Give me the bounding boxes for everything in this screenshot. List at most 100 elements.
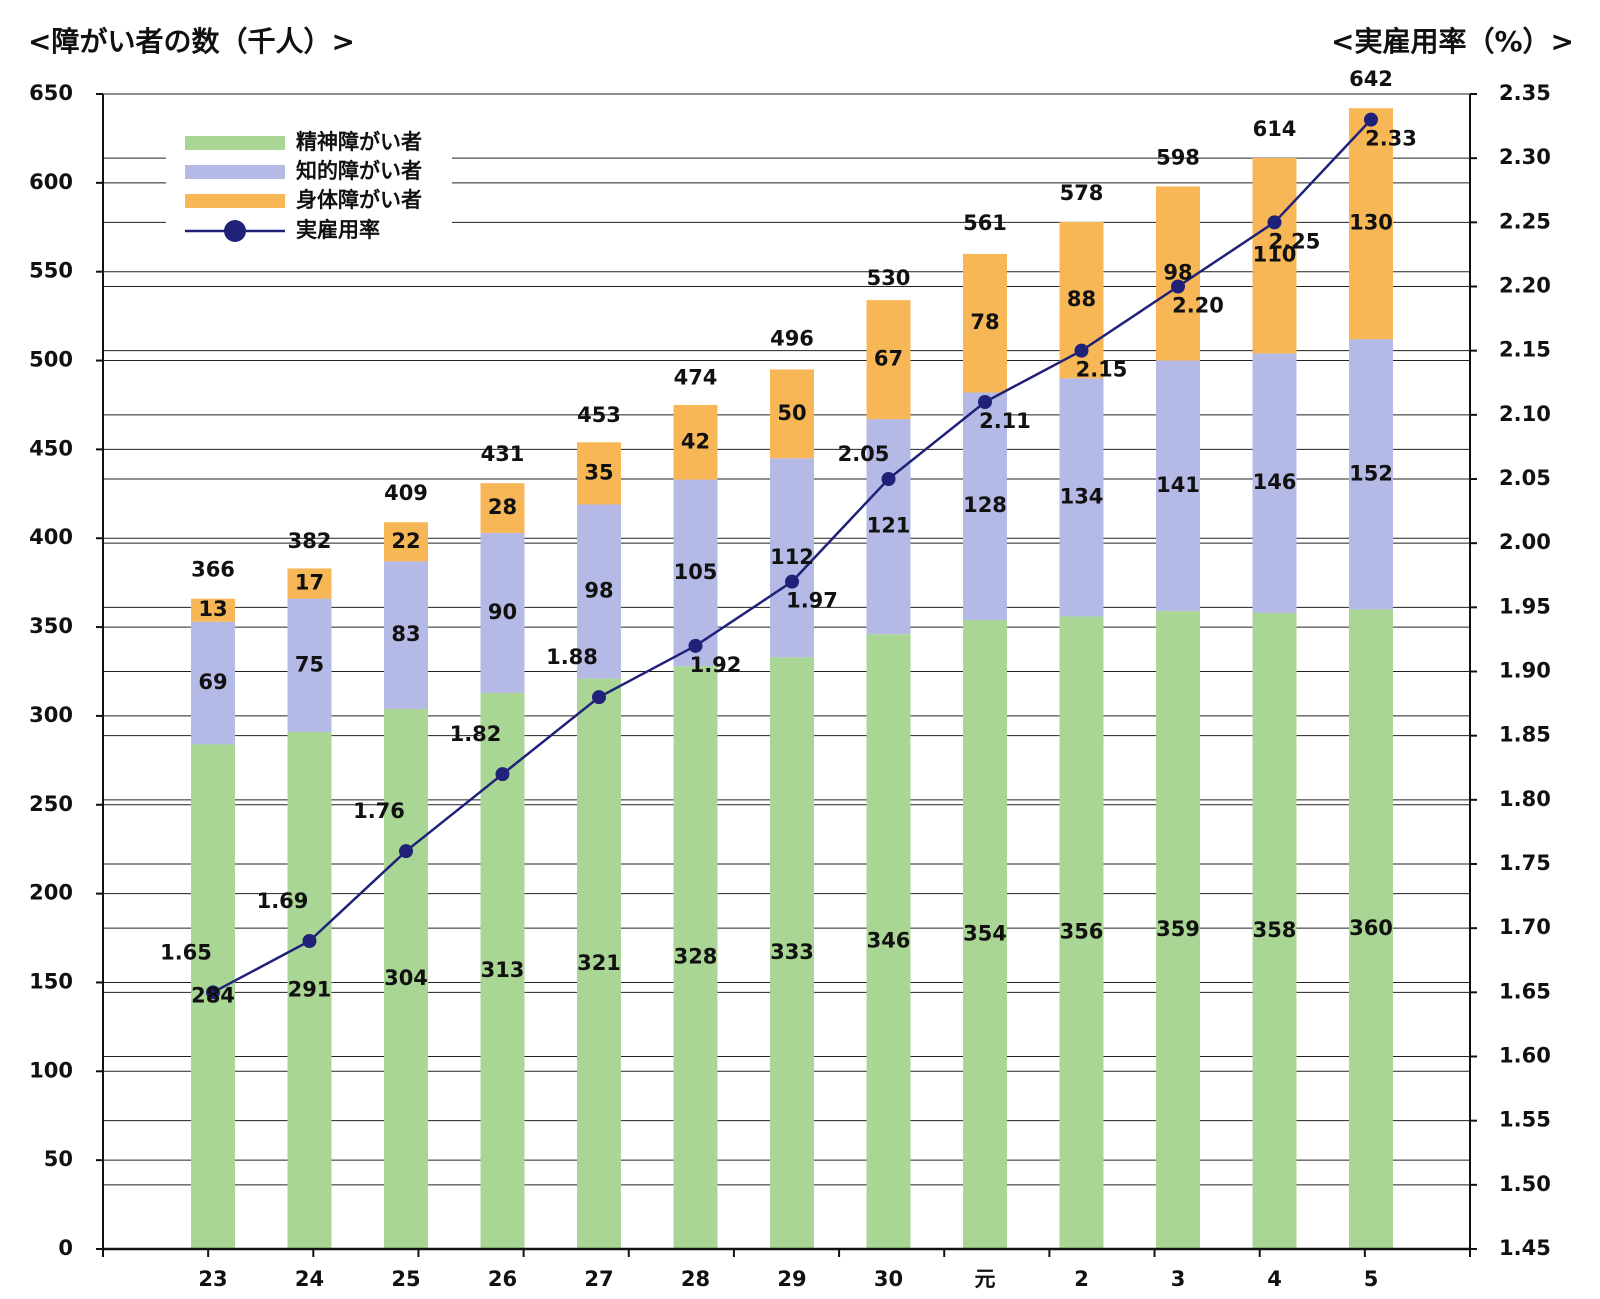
bar-segment bbox=[384, 561, 428, 709]
left-tick-label: 550 bbox=[29, 259, 73, 283]
right-tick-label: 2.35 bbox=[1499, 81, 1551, 105]
segment-label: 75 bbox=[295, 652, 324, 676]
right-tick-label: 2.15 bbox=[1499, 338, 1551, 362]
right-tick-label: 1.55 bbox=[1499, 1108, 1551, 1132]
total-label: 453 bbox=[577, 403, 621, 427]
legend-swatch bbox=[185, 165, 285, 179]
left-tick-label: 400 bbox=[29, 525, 73, 549]
bars bbox=[191, 108, 1393, 1249]
segment-label: 28 bbox=[488, 495, 517, 519]
bar-segment bbox=[963, 253, 1007, 393]
bar-segment bbox=[1349, 609, 1393, 1249]
rate-label: 2.11 bbox=[979, 409, 1031, 433]
segment-label: 359 bbox=[1156, 917, 1200, 941]
rate-point bbox=[302, 934, 317, 948]
segment-label: 333 bbox=[770, 940, 814, 964]
left-tick-label: 600 bbox=[29, 170, 73, 194]
left-tick-label: 350 bbox=[29, 614, 73, 638]
total-label: 382 bbox=[288, 529, 332, 553]
x-tick-label: 3 bbox=[1171, 1267, 1186, 1291]
legend-marker bbox=[224, 220, 246, 242]
segment-label: 98 bbox=[584, 579, 613, 603]
left-tick-label: 450 bbox=[29, 436, 73, 460]
segment-label: 146 bbox=[1253, 470, 1297, 494]
x-tick-label: 23 bbox=[198, 1267, 227, 1291]
rate-label: 1.97 bbox=[786, 589, 838, 613]
total-label: 530 bbox=[867, 266, 911, 290]
legend-label: 身体障がい者 bbox=[296, 188, 422, 212]
rate-label: 2.20 bbox=[1172, 294, 1224, 318]
rate-point bbox=[1267, 215, 1282, 230]
right-axis-title: <実雇用率（%）> bbox=[1331, 25, 1574, 58]
left-tick-label: 100 bbox=[29, 1058, 73, 1082]
segment-label: 141 bbox=[1156, 473, 1200, 497]
legend-swatch bbox=[185, 194, 285, 208]
segment-label: 321 bbox=[577, 951, 621, 975]
right-tick-label: 1.85 bbox=[1499, 723, 1551, 747]
bar-segment bbox=[191, 598, 235, 622]
left-tick-label: 500 bbox=[29, 348, 73, 372]
segment-label: 284 bbox=[191, 984, 235, 1008]
right-tick-label: 1.45 bbox=[1499, 1236, 1551, 1260]
bar-segment bbox=[673, 666, 718, 1249]
rate-point bbox=[495, 767, 510, 782]
segment-label: 69 bbox=[198, 670, 227, 694]
segment-label: 346 bbox=[867, 929, 911, 953]
total-label: 409 bbox=[384, 481, 428, 505]
total-label: 366 bbox=[191, 558, 235, 582]
left-tick-label: 0 bbox=[58, 1236, 73, 1260]
total-label: 561 bbox=[963, 211, 1007, 235]
segment-label: 354 bbox=[963, 921, 1007, 945]
right-tick-label: 1.95 bbox=[1499, 594, 1551, 618]
x-tick-label: 25 bbox=[391, 1267, 420, 1291]
legend-label: 知的障がい者 bbox=[296, 159, 422, 183]
right-tick-label: 2.20 bbox=[1499, 274, 1551, 298]
right-tick-label: 1.90 bbox=[1499, 659, 1551, 683]
bar-segment bbox=[1349, 339, 1393, 610]
bar-segment bbox=[1059, 616, 1104, 1249]
left-tick-label: 300 bbox=[29, 703, 73, 727]
data-labels: 284 69 13 366 291 75 17 382 304 83 22 409 313 90 28 431… bbox=[160, 67, 1417, 1007]
left-tick-label: 650 bbox=[29, 81, 73, 105]
bar-segment bbox=[287, 731, 332, 1249]
legend-label: 実雇用率 bbox=[296, 218, 380, 242]
segment-label: 17 bbox=[295, 571, 324, 595]
rate-label: 1.92 bbox=[690, 653, 742, 677]
rate-point bbox=[785, 574, 799, 589]
total-label: 474 bbox=[674, 366, 718, 390]
bar-segment bbox=[1156, 186, 1200, 361]
segment-label: 112 bbox=[770, 545, 814, 569]
rate-point bbox=[399, 844, 413, 859]
bar-segment bbox=[577, 442, 621, 505]
total-label: 578 bbox=[1060, 181, 1104, 205]
bar-segment bbox=[963, 392, 1007, 620]
left-axis-title: <障がい者の数（千人）> bbox=[28, 25, 355, 58]
rate-point bbox=[881, 472, 896, 486]
segment-label: 22 bbox=[391, 529, 420, 553]
segment-label: 134 bbox=[1060, 484, 1104, 508]
total-label: 614 bbox=[1253, 117, 1297, 141]
rate-label: 1.82 bbox=[450, 722, 502, 746]
segment-label: 358 bbox=[1253, 918, 1297, 942]
rate-label: 2.05 bbox=[838, 442, 890, 466]
bar-segment bbox=[1156, 360, 1200, 612]
rate-label: 1.88 bbox=[546, 645, 598, 669]
right-tick-label: 1.65 bbox=[1499, 979, 1551, 1003]
segment-label: 13 bbox=[198, 597, 227, 621]
bar-segment bbox=[1349, 108, 1393, 340]
rate-label: 2.15 bbox=[1076, 358, 1128, 382]
segment-label: 110 bbox=[1253, 243, 1297, 267]
segment-label: 78 bbox=[970, 310, 999, 334]
right-tick-label: 1.70 bbox=[1499, 915, 1551, 939]
right-tick-label: 2.00 bbox=[1499, 530, 1551, 554]
bar-segment bbox=[191, 621, 235, 745]
right-tick-label: 1.60 bbox=[1499, 1044, 1551, 1068]
bar-segment bbox=[480, 532, 525, 693]
total-label: 431 bbox=[481, 442, 525, 466]
rate-point bbox=[978, 395, 992, 409]
segment-label: 152 bbox=[1349, 461, 1393, 485]
x-tick-label: 26 bbox=[488, 1267, 517, 1291]
bar-segment bbox=[1252, 157, 1297, 354]
segment-label: 67 bbox=[874, 347, 903, 371]
segment-label: 328 bbox=[674, 945, 718, 969]
